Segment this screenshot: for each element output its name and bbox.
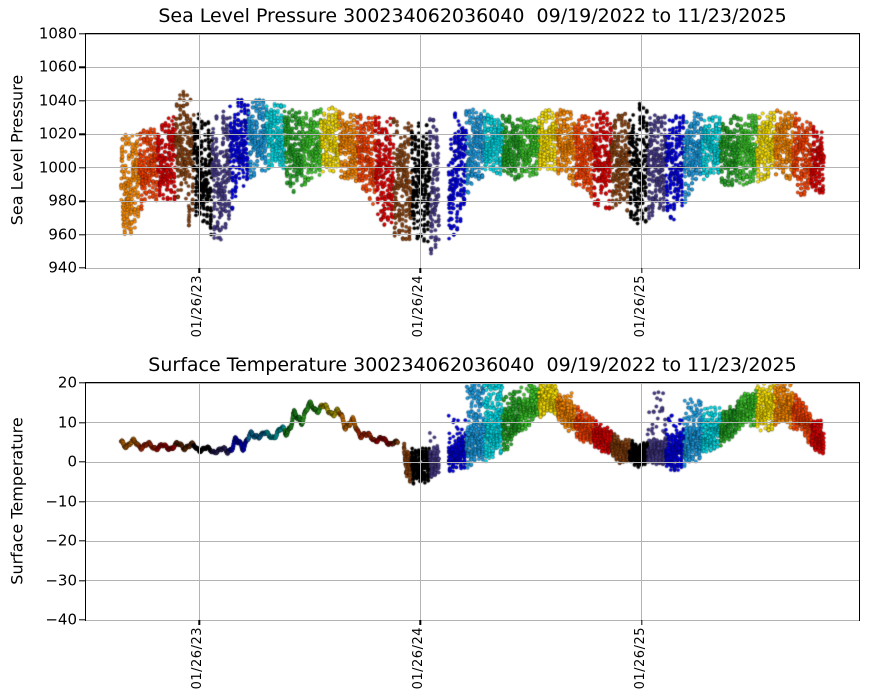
y-gridline	[86, 580, 859, 581]
temperature-plot-area: 20 10 0 −10 −20 −30 −40 01/26/23 01/26/24 01/26/2…	[45, 375, 860, 689]
x-gridline	[419, 34, 421, 268]
y-gridline	[86, 100, 859, 102]
y-tick-label: 10	[57, 413, 77, 431]
x-tick-mark	[198, 268, 200, 273]
x-tick-label: 01/26/24	[411, 275, 427, 338]
y-tick-label: 960	[48, 225, 77, 244]
y-gridline	[86, 422, 859, 423]
y-tick-label: 1080	[38, 24, 77, 43]
x-tick-mark	[198, 620, 200, 625]
x-tick-label: 01/26/25	[632, 275, 648, 338]
y-tick-mark	[79, 66, 85, 69]
y-gridline	[86, 461, 859, 463]
y-tick-label: −40	[45, 610, 77, 629]
x-gridline	[641, 383, 643, 620]
pressure-plot-area: 1080 1060 1040 1020 1000 980 960 940 01/26/23 01/…	[39, 26, 860, 337]
pressure-scatter-canvas	[86, 34, 859, 268]
y-tick-mark	[79, 133, 85, 135]
y-tick-label: 1060	[38, 57, 77, 76]
x-gridline	[198, 34, 200, 268]
y-tick-mark	[79, 33, 85, 35]
y-gridline	[86, 540, 859, 542]
y-tick-mark	[79, 167, 85, 169]
y-gridline	[86, 267, 859, 269]
x-gridline	[198, 383, 200, 620]
y-tick-mark	[79, 382, 85, 384]
y-tick-label: 20	[57, 373, 77, 392]
x-tick-label: 01/26/23	[190, 275, 206, 338]
y-gridline	[86, 501, 859, 502]
y-gridline	[86, 234, 859, 236]
x-gridline	[419, 383, 421, 620]
y-gridline	[86, 33, 859, 35]
x-tick-mark	[419, 268, 421, 273]
y-tick-label: 1020	[38, 124, 77, 143]
y-tick-label: 1000	[38, 158, 77, 177]
y-gridline	[86, 66, 859, 68]
temperature-chart-title: Surface Temperature 300234062036040 09/1…	[148, 354, 797, 376]
y-gridline	[86, 382, 859, 384]
pressure-chart-title: Sea Level Pressure 300234062036040 09/19…	[158, 5, 787, 27]
y-gridline	[86, 200, 859, 202]
y-tick-label: −30	[45, 571, 77, 589]
y-tick-label: −20	[45, 531, 77, 550]
pressure-y-axis-label: Sea Level Pressure	[7, 74, 27, 226]
y-gridline	[86, 133, 859, 135]
y-tick-mark	[79, 540, 85, 542]
y-tick-mark	[79, 421, 85, 424]
y-tick-mark	[79, 500, 85, 503]
x-tick-label: 01/26/23	[190, 627, 206, 690]
y-gridline	[86, 619, 859, 621]
temperature-y-axis-label: Surface Temperature	[7, 417, 27, 585]
y-tick-label: 1040	[38, 91, 77, 110]
x-gridline	[641, 34, 643, 268]
y-tick-mark	[79, 100, 85, 102]
y-tick-mark	[79, 619, 85, 621]
y-tick-mark	[79, 267, 85, 269]
x-tick-mark	[419, 620, 421, 625]
y-tick-label: −10	[45, 492, 77, 510]
y-tick-mark	[79, 200, 85, 202]
y-tick-mark	[79, 579, 85, 582]
x-tick-label: 01/26/25	[632, 627, 648, 690]
x-tick-mark	[640, 268, 643, 273]
y-tick-label: 940	[48, 258, 77, 277]
y-tick-label: 980	[48, 191, 77, 210]
y-tick-mark	[79, 233, 85, 236]
x-tick-mark	[640, 620, 643, 625]
y-tick-label: 0	[67, 452, 77, 471]
x-tick-label: 01/26/24	[411, 627, 427, 690]
y-tick-mark	[79, 461, 85, 463]
y-gridline	[86, 167, 859, 169]
